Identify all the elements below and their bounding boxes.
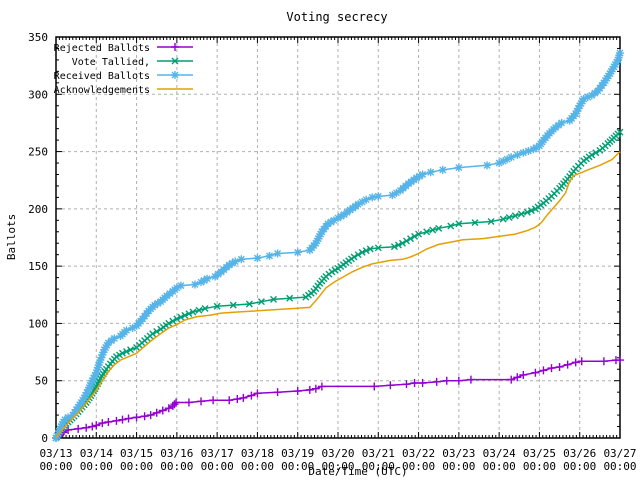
x-tick-label: 03/16 00:00: [160, 447, 193, 473]
x-tick-label: 03/19 00:00: [281, 447, 314, 473]
series-line: [55, 151, 621, 439]
legend-label: Received Ballots: [54, 71, 150, 82]
legend-item-received-ballots: Received Ballots: [54, 71, 193, 82]
x-tick-label: 03/27 00:00: [603, 447, 636, 473]
y-axis-label: Ballots: [5, 214, 18, 260]
x-tick-label: 03/18 00:00: [241, 447, 274, 473]
y-tick-label: 300: [28, 88, 48, 101]
legend-label: Vote Tallied,: [72, 57, 150, 68]
legend-label: Acknowledgements: [54, 85, 150, 96]
legend-marker: [171, 43, 179, 51]
axis-tick-labels: 0 50 100 150 200 250 300 350 03/13 00:00 03/14 00:0…: [28, 31, 636, 473]
series-markers: [52, 49, 624, 442]
x-tick-label: 03/22 00:00: [402, 447, 435, 473]
x-axis-label: Date/Time (UTC): [308, 465, 407, 478]
x-tick-label: 03/25 00:00: [523, 447, 556, 473]
x-tick-label: 03/13 00:00: [39, 447, 72, 473]
x-tick-label: 03/26 00:00: [563, 447, 596, 473]
legend-item-vote-tallied: Vote Tallied,: [72, 57, 193, 68]
legend-marker: [171, 57, 179, 65]
y-tick-label: 200: [28, 203, 48, 216]
grid: [56, 37, 620, 438]
y-tick-label: 150: [28, 260, 48, 273]
data-series: [52, 49, 624, 442]
x-tick-label: 03/15 00:00: [120, 447, 153, 473]
legend: Rejected Ballots Vote Tallied, Received Ba…: [54, 43, 193, 96]
chart-title: Voting secrecy: [286, 10, 387, 24]
legend-label: Rejected Ballots: [54, 43, 150, 54]
x-tick-label: 03/23 00:00: [442, 447, 475, 473]
legend-marker: [171, 71, 179, 79]
legend-item-acknowledgements: Acknowledgements: [54, 85, 193, 96]
y-tick-label: 0: [41, 432, 48, 445]
x-tick-label: 03/20 00:00: [321, 447, 354, 473]
x-tick-label: 03/14 00:00: [80, 447, 113, 473]
plot-border: [55, 36, 621, 439]
x-tick-label: 03/24 00:00: [483, 447, 516, 473]
y-tick-label: 250: [28, 146, 48, 159]
x-tick-label: 03/21 00:00: [362, 447, 395, 473]
x-tick-label: 03/17 00:00: [201, 447, 234, 473]
series-acknowledgements: [55, 151, 621, 439]
y-tick-label: 50: [35, 375, 48, 388]
y-tick-label: 350: [28, 31, 48, 44]
legend-item-rejected-ballots: Rejected Ballots: [54, 43, 193, 54]
y-tick-label: 100: [28, 317, 48, 330]
series-received-ballots: [52, 49, 624, 442]
